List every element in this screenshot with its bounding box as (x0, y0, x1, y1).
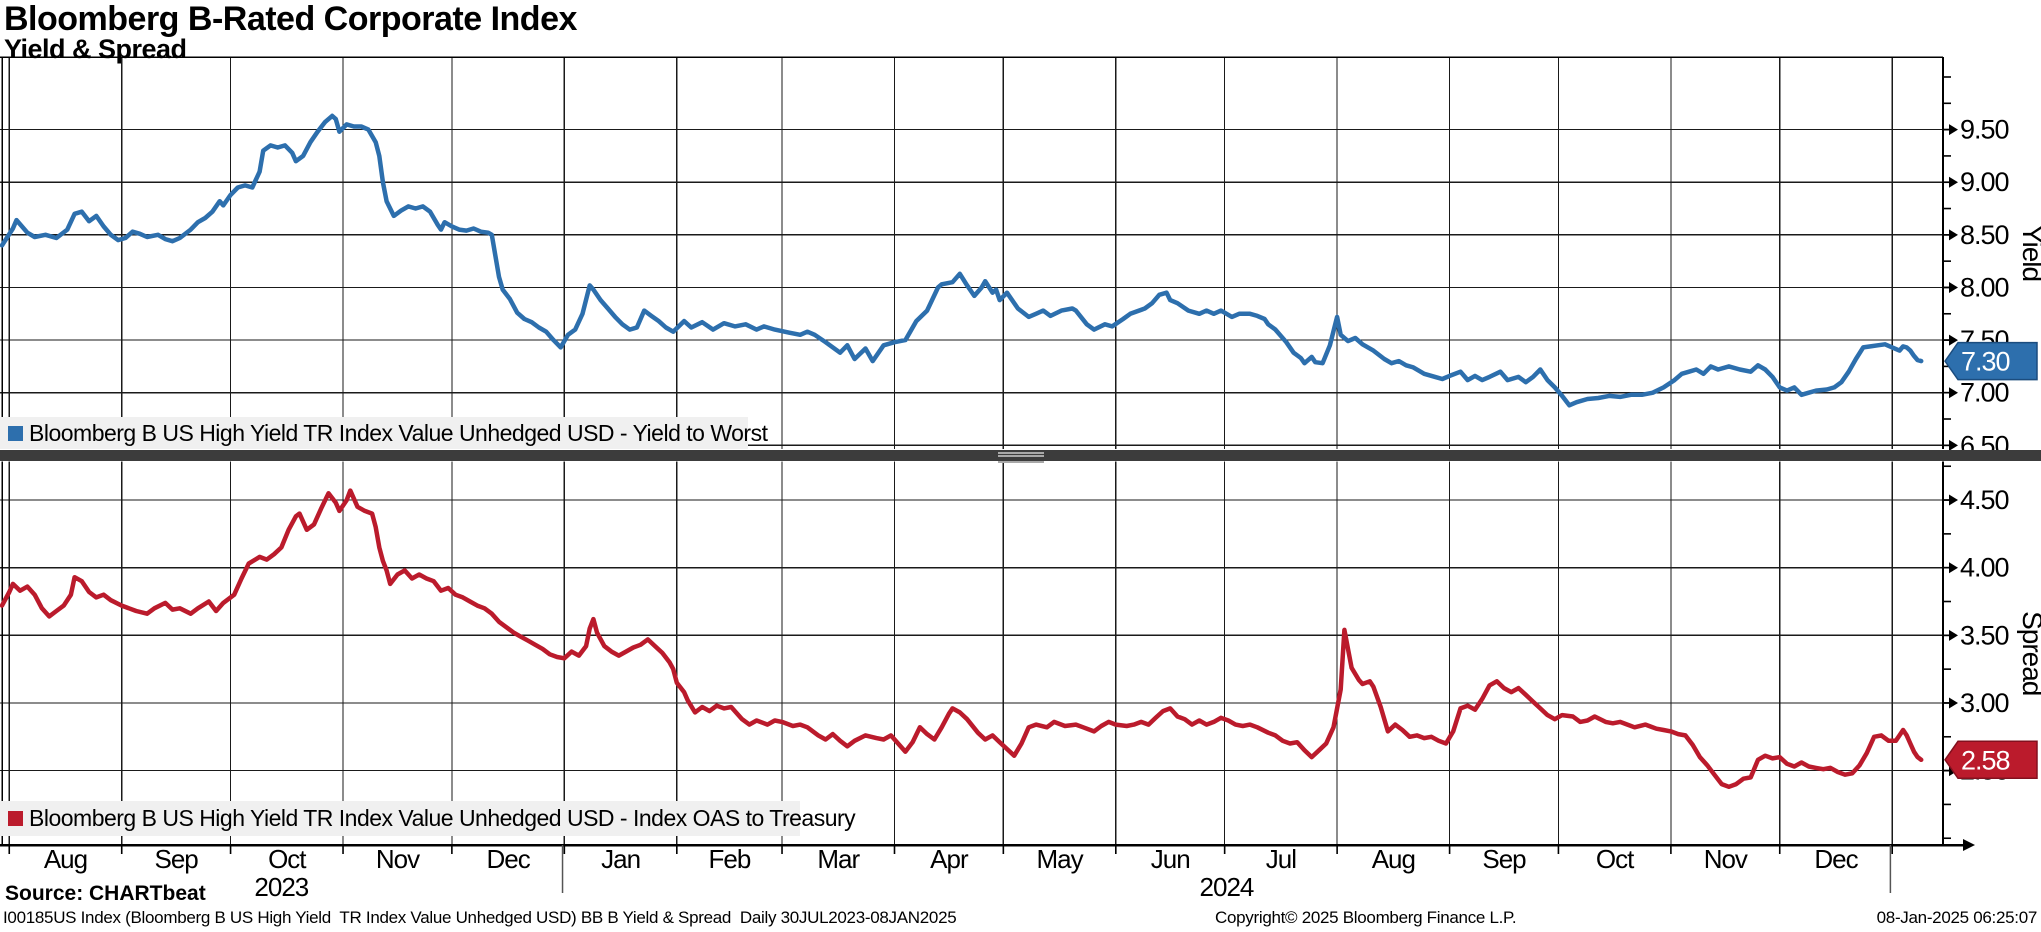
month-label: Jul (1266, 844, 1296, 874)
year-label: 2024 (1200, 872, 1254, 902)
month-label: Oct (1596, 844, 1635, 874)
yield-last-value-badge (1944, 341, 2038, 381)
spread-ytick-label: 4.50 (1960, 485, 2009, 515)
spread-series-line (0, 488, 1924, 790)
yield-axis-title: Yield (2017, 225, 2041, 281)
yield-legend-swatch-icon (8, 425, 23, 441)
month-label: Nov (376, 844, 420, 874)
yield-ytick-label: 9.50 (1960, 115, 2009, 145)
spread-ytick-label: 4.00 (1960, 553, 2009, 583)
month-label: Apr (930, 844, 969, 874)
panel-divider (0, 450, 2041, 463)
spread-ytick-label: 3.00 (1960, 688, 2009, 718)
month-label: Mar (817, 844, 860, 874)
x-axis: Aug Sep Oct Nov Dec Jan Feb Mar Apr May Jun Jul Aug S… (0, 839, 1975, 902)
page-subtitle: Yield & Spread (4, 34, 187, 64)
month-label: Sep (1482, 844, 1526, 874)
month-label: Sep (155, 844, 199, 874)
spread-panel: 4.504.003.503.002.50Spread2.58 (0, 461, 2041, 845)
month-label: Dec (486, 844, 530, 874)
page-title: Bloomberg B-Rated Corporate Index (4, 0, 577, 38)
yield-ytick-label: 8.50 (1960, 220, 2009, 250)
source-label: Source: CHARTbeat (5, 882, 206, 905)
yield-series-line (0, 113, 1924, 408)
month-label: May (1037, 844, 1084, 874)
timestamp: 08-Jan-2025 06:25:07 (1876, 908, 2038, 927)
spread-ytick-label: 3.50 (1960, 620, 2009, 650)
month-label: Aug (1372, 844, 1415, 874)
month-label: Dec (1814, 844, 1858, 874)
yield-last-value-label: 7.30 (1961, 347, 2010, 377)
legend-spread: Bloomberg B US High Yield TR Index Value… (0, 801, 856, 836)
month-label: Jan (601, 844, 640, 874)
yield-legend-label: Bloomberg B US High Yield TR Index Value… (29, 419, 768, 446)
index-description: I00185US Index (Bloomberg B US High Yiel… (3, 908, 957, 927)
month-label: Nov (1704, 844, 1748, 874)
spread-legend-label: Bloomberg B US High Yield TR Index Value… (29, 805, 856, 831)
month-label: Aug (44, 844, 87, 874)
panel-resize-handle-icon[interactable] (998, 452, 1044, 463)
year-label: 2023 (254, 872, 308, 902)
spread-legend-swatch-icon (8, 811, 23, 826)
x-axis-arrow-icon (1963, 839, 1975, 851)
spread-last-value-badge (1944, 740, 2038, 780)
month-label: Jun (1151, 844, 1190, 874)
yield-ytick-label: 8.00 (1960, 272, 2009, 302)
yield-ytick-label: 7.00 (1960, 378, 2009, 408)
spread-last-value-label: 2.58 (1961, 745, 2010, 775)
yield-ytick-label: 9.00 (1960, 167, 2009, 197)
month-label: Feb (709, 844, 751, 874)
month-label: Oct (268, 844, 307, 874)
legend-yield: Bloomberg B US High Yield TR Index Value… (0, 417, 768, 449)
copyright-notice: Copyright© 2025 Bloomberg Finance L.P. (1215, 908, 1517, 927)
spread-axis-title: Spread (2017, 611, 2041, 695)
